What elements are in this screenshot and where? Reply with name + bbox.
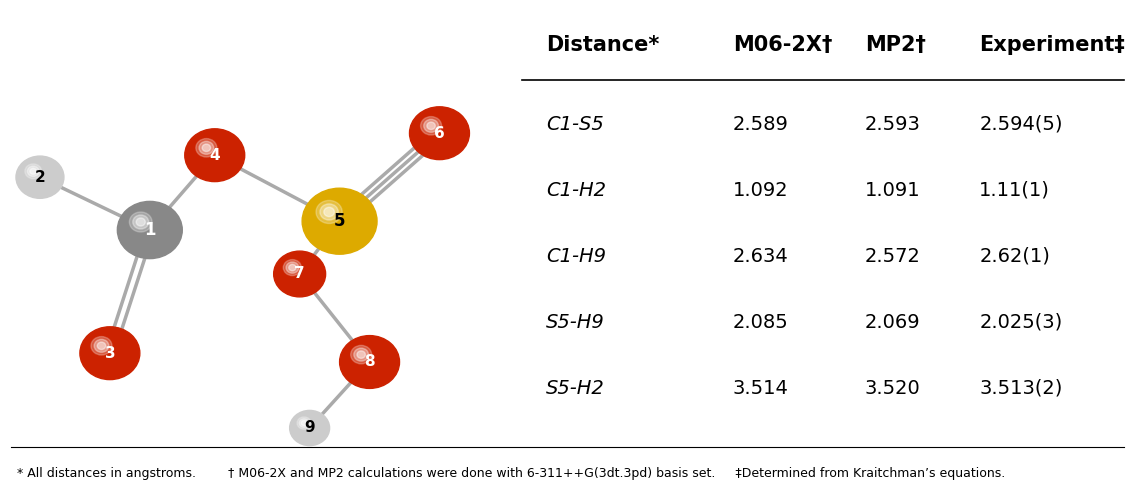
Text: Distance*: Distance* bbox=[546, 35, 659, 55]
Text: 1.092: 1.092 bbox=[733, 181, 789, 200]
Circle shape bbox=[133, 215, 149, 229]
Circle shape bbox=[421, 116, 442, 135]
Circle shape bbox=[410, 107, 470, 160]
Text: C1-S5: C1-S5 bbox=[546, 115, 604, 134]
Circle shape bbox=[320, 204, 338, 220]
Text: MP2†: MP2† bbox=[865, 35, 926, 55]
Text: 8: 8 bbox=[364, 354, 375, 370]
Text: 3: 3 bbox=[104, 346, 115, 360]
Circle shape bbox=[274, 251, 326, 297]
Text: Experiment‡: Experiment‡ bbox=[980, 35, 1125, 55]
Circle shape bbox=[300, 419, 309, 428]
Circle shape bbox=[79, 327, 140, 380]
Text: C1-H2: C1-H2 bbox=[546, 181, 606, 200]
Circle shape bbox=[297, 417, 311, 429]
Circle shape bbox=[117, 202, 183, 258]
Text: M06-2X†: M06-2X† bbox=[733, 35, 832, 55]
Text: 2.594(5): 2.594(5) bbox=[980, 115, 1062, 134]
Circle shape bbox=[129, 212, 152, 232]
Circle shape bbox=[316, 200, 343, 224]
Circle shape bbox=[94, 340, 109, 352]
Circle shape bbox=[284, 260, 302, 276]
Circle shape bbox=[358, 351, 365, 358]
Circle shape bbox=[196, 138, 217, 157]
Circle shape bbox=[427, 122, 436, 130]
Text: 5: 5 bbox=[334, 212, 345, 230]
Circle shape bbox=[199, 142, 213, 154]
Circle shape bbox=[30, 168, 36, 174]
Circle shape bbox=[351, 346, 371, 364]
Circle shape bbox=[27, 166, 39, 176]
Circle shape bbox=[289, 410, 329, 446]
Text: 1.11(1): 1.11(1) bbox=[980, 181, 1050, 200]
Text: 2.634: 2.634 bbox=[733, 247, 789, 266]
Text: 3.520: 3.520 bbox=[865, 379, 920, 398]
Text: 2.62(1): 2.62(1) bbox=[980, 247, 1050, 266]
Text: 2.025(3): 2.025(3) bbox=[980, 313, 1062, 332]
Circle shape bbox=[136, 218, 145, 226]
Circle shape bbox=[302, 188, 377, 254]
Text: C1-H9: C1-H9 bbox=[546, 247, 606, 266]
Text: * All distances in angstroms.        † M06-2X and MP2 calculations were done wit: * All distances in angstroms. † M06-2X a… bbox=[17, 466, 1006, 479]
Text: 2.069: 2.069 bbox=[865, 313, 920, 332]
Text: 3.513(2): 3.513(2) bbox=[980, 379, 1062, 398]
Circle shape bbox=[423, 120, 438, 132]
Text: 9: 9 bbox=[304, 420, 314, 436]
Circle shape bbox=[286, 262, 299, 273]
Text: 2.572: 2.572 bbox=[865, 247, 920, 266]
Text: 3.514: 3.514 bbox=[733, 379, 789, 398]
Circle shape bbox=[301, 420, 306, 426]
Circle shape bbox=[91, 336, 112, 355]
Circle shape bbox=[185, 129, 245, 182]
Text: 4: 4 bbox=[210, 148, 220, 162]
Circle shape bbox=[16, 156, 64, 198]
Circle shape bbox=[354, 348, 369, 361]
Circle shape bbox=[25, 164, 42, 178]
Circle shape bbox=[323, 208, 335, 216]
Text: S5-H2: S5-H2 bbox=[546, 379, 605, 398]
Text: 7: 7 bbox=[294, 266, 305, 281]
Text: 2: 2 bbox=[34, 170, 45, 184]
Circle shape bbox=[98, 342, 106, 349]
Text: 1.091: 1.091 bbox=[865, 181, 920, 200]
Text: 2.085: 2.085 bbox=[733, 313, 789, 332]
Text: 6: 6 bbox=[434, 126, 445, 140]
Circle shape bbox=[202, 144, 211, 152]
Text: 2.589: 2.589 bbox=[733, 115, 789, 134]
Circle shape bbox=[339, 336, 400, 388]
Text: 1: 1 bbox=[144, 221, 155, 239]
Text: S5-H9: S5-H9 bbox=[546, 313, 605, 332]
Circle shape bbox=[288, 264, 296, 271]
Text: 2.593: 2.593 bbox=[865, 115, 920, 134]
